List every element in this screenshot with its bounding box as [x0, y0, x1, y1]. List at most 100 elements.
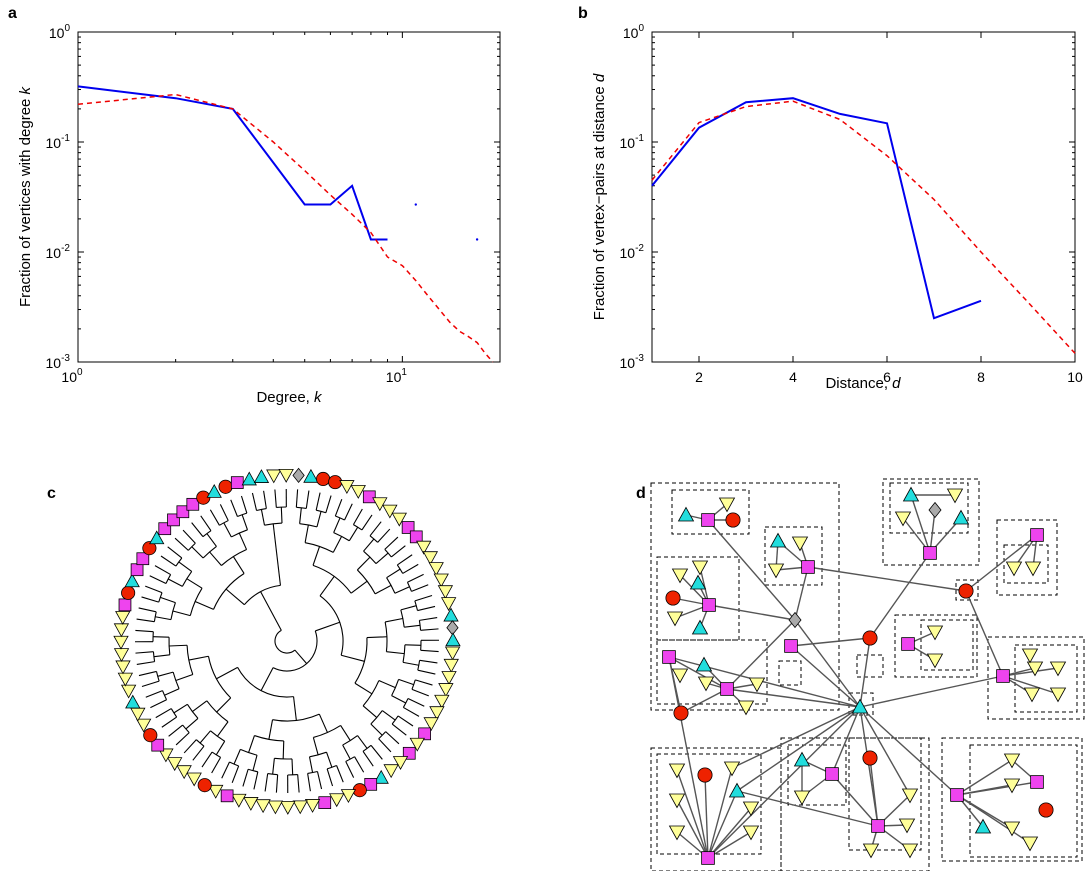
- triangle-up-node: [677, 506, 695, 522]
- triangle-down-node: [1023, 687, 1041, 703]
- dendrogram-arc: [296, 506, 307, 509]
- community-box: [856, 654, 884, 678]
- square-node: [1030, 775, 1044, 789]
- dendrogram-branch: [225, 588, 245, 606]
- network-edge: [869, 552, 931, 639]
- dendrogram-branch: [191, 546, 204, 559]
- dendrogram-branch: [407, 698, 425, 707]
- circle-node: [121, 585, 136, 600]
- circle-node: [725, 512, 741, 528]
- triangle-down-node: [666, 611, 684, 627]
- dendrogram-branch: [182, 529, 196, 544]
- network-edge: [956, 794, 1031, 844]
- triangle-down-node: [340, 789, 357, 804]
- square-node: [784, 639, 798, 653]
- triangle-up-node: [125, 694, 141, 709]
- dendrogram-branch: [419, 617, 438, 621]
- network-edge: [794, 566, 809, 621]
- dendrogram-arc: [396, 564, 404, 574]
- network-edge: [859, 706, 911, 796]
- dendrogram-branch: [209, 509, 220, 526]
- network-edge: [731, 706, 861, 769]
- triangle-down-node: [243, 797, 259, 811]
- network-edge: [859, 706, 958, 796]
- triangle-down-node: [391, 512, 407, 527]
- dendrogram-branch: [252, 754, 258, 771]
- community-box: [996, 519, 1058, 596]
- x-tick-label: 8: [977, 369, 985, 385]
- triangle-down-node: [748, 677, 766, 693]
- dendrogram-branch: [295, 489, 299, 508]
- network-edge: [790, 645, 861, 708]
- network-edge: [859, 675, 1004, 708]
- triangle-down-node: [862, 843, 880, 859]
- dendrogram-branch: [136, 661, 155, 665]
- circle-node: [316, 471, 331, 487]
- dendrogram-branch: [216, 666, 238, 680]
- network-graph: [650, 478, 1085, 871]
- dendrogram-arc: [168, 637, 171, 655]
- dendrogram-branch: [153, 654, 170, 658]
- dendrogram-branch: [414, 594, 433, 602]
- square-node: [364, 777, 378, 791]
- dendrogram-branch: [334, 499, 343, 517]
- dendrogram-branch: [344, 503, 353, 521]
- community-box: [894, 614, 978, 678]
- square-node: [401, 521, 415, 534]
- square-node: [701, 513, 715, 527]
- network-edge: [956, 784, 1013, 796]
- dendrogram-arc: [411, 679, 416, 690]
- triangle-down-node: [280, 800, 296, 815]
- square-node: [950, 788, 964, 802]
- dendrogram-branch: [398, 678, 414, 686]
- network-edge: [726, 619, 796, 690]
- dendrogram-branch: [325, 495, 332, 513]
- triangle-up-node: [443, 607, 459, 622]
- dendrogram-branch: [326, 751, 333, 768]
- community-box: [889, 482, 969, 534]
- triangle-down-node: [742, 801, 760, 817]
- triangle-down-node: [186, 772, 202, 787]
- dendrogram-branch: [400, 605, 417, 611]
- community-box: [987, 636, 1085, 720]
- network-edge: [859, 637, 871, 708]
- community-box: [764, 526, 823, 586]
- network-edge: [965, 534, 1038, 592]
- dendrogram-branch: [377, 528, 391, 543]
- dendrogram-branch: [138, 670, 157, 677]
- dendrogram-branch: [274, 489, 277, 508]
- dendrogram-branch: [381, 710, 396, 721]
- network-edge: [707, 790, 738, 859]
- community-box: [787, 744, 847, 806]
- chart-a-axes-box: [77, 31, 501, 363]
- triangle-up-node: [241, 471, 257, 486]
- dendrogram-branch: [299, 507, 302, 524]
- y-tick-label: 100: [49, 23, 71, 41]
- dendrogram-branch: [169, 644, 188, 647]
- community-box: [941, 737, 1083, 862]
- square-node: [402, 746, 416, 760]
- triangle-down-node: [443, 658, 459, 673]
- network-edge: [707, 831, 752, 859]
- dendrogram-arc: [170, 708, 178, 718]
- dendrogram-branch: [183, 739, 197, 754]
- dendrogram-branch: [378, 680, 396, 689]
- dendrogram-branch: [164, 688, 180, 696]
- dendrogram-branch: [153, 636, 170, 638]
- dendrogram-branch: [268, 719, 274, 740]
- dendrogram-branch: [136, 618, 155, 623]
- dendrogram-branch: [242, 769, 249, 787]
- diamond-node: [788, 611, 802, 629]
- network-edge: [956, 759, 1013, 796]
- dendrogram-branch: [297, 774, 300, 793]
- dendrogram-branch: [404, 624, 421, 628]
- square-node: [230, 476, 244, 489]
- chart-b-distance-distribution: 10-3 10-2 10-1 100 2 4 6 8 10 Distance, d Fracti…: [591, 23, 1083, 392]
- triangle-up-node: [793, 751, 811, 767]
- panel-label-a: a: [8, 5, 17, 22]
- dendrogram-arc: [175, 557, 183, 567]
- square-node: [901, 637, 915, 651]
- dendrogram-branch: [201, 751, 213, 768]
- dendrogram-branch: [154, 565, 171, 576]
- triangle-down-node: [433, 573, 449, 588]
